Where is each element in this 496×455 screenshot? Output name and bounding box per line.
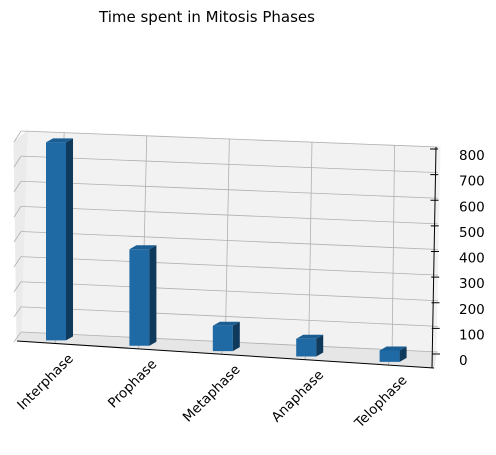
bar-top-face: [212, 321, 240, 326]
bar-anaphase: [296, 334, 324, 357]
z-side-gridline-3: [13, 256, 22, 268]
bar-side-face: [316, 334, 324, 357]
z-gridline-4: [20, 231, 439, 250]
z-side-gridline-2: [13, 281, 22, 293]
z-side-gridline-0: [13, 331, 22, 343]
z-tick-label-400: 400: [459, 251, 485, 267]
chart-grid: [13, 130, 439, 366]
category-label-telophase: Telophase: [351, 372, 410, 431]
chart-title: Time spent in Mitosis Phases: [98, 8, 315, 26]
bar-prophase: [129, 245, 157, 346]
chart-bars: [46, 138, 407, 362]
z-tick-label-700: 700: [459, 174, 485, 190]
bar-top-face: [379, 346, 407, 351]
bar-metaphase: [212, 321, 240, 352]
x-axis-line: [16, 340, 435, 369]
z-side-gridline-6: [13, 181, 22, 193]
chart-panes: [13, 129, 441, 369]
bar-front-face: [129, 249, 150, 346]
bar-side-face: [66, 138, 74, 341]
z-tick-label-0: 0: [459, 353, 468, 369]
z-tick-label-200: 200: [459, 302, 485, 318]
z-side-gridline-4: [13, 231, 22, 243]
z-axis-ticks: 0 100 200 300 400 500 600 700 800: [430, 148, 485, 369]
z-tick-label-800: 800: [459, 148, 485, 164]
z-axis-line: [431, 146, 437, 369]
bar-interphase: [46, 138, 74, 341]
z-side-gridline-5: [13, 206, 22, 218]
bar-side-face: [399, 346, 407, 362]
bar-front-face: [379, 350, 400, 362]
x-gridline-2: [224, 138, 230, 342]
bar-top-face: [296, 334, 324, 339]
chart-axes: [16, 146, 437, 369]
x-gridline-3: [308, 142, 313, 346]
z-gridline-7: [20, 155, 439, 174]
bar-side-face: [232, 321, 240, 352]
category-label-metaphase: Metaphase: [180, 362, 244, 426]
bar-front-face: [296, 338, 317, 357]
x-gridline-4: [391, 145, 395, 350]
bar-top-face: [129, 245, 157, 250]
bar-front-face: [212, 325, 233, 352]
category-label-anaphase: Anaphase: [268, 367, 327, 426]
category-label-prophase: Prophase: [105, 356, 160, 411]
bar-side-face: [149, 245, 157, 346]
bar-front-face: [46, 142, 67, 341]
z-gridline-5: [20, 205, 439, 225]
bar-top-face: [46, 138, 74, 143]
z-gridline-6: [20, 180, 439, 199]
z-gridline-2: [20, 281, 439, 302]
z-gridline-3: [20, 256, 439, 276]
bar-telophase: [379, 346, 407, 362]
z-side-gridline-8: [13, 130, 22, 143]
z-tick-label-600: 600: [459, 199, 485, 215]
z-tick-label-300: 300: [459, 276, 485, 292]
category-label-interphase: Interphase: [14, 351, 77, 414]
z-tick-label-500: 500: [459, 225, 485, 241]
z-side-gridline-1: [13, 306, 22, 318]
z-side-gridline-7: [13, 155, 22, 168]
z-gridline-1: [20, 306, 439, 327]
z-tick-label-100: 100: [459, 327, 485, 343]
